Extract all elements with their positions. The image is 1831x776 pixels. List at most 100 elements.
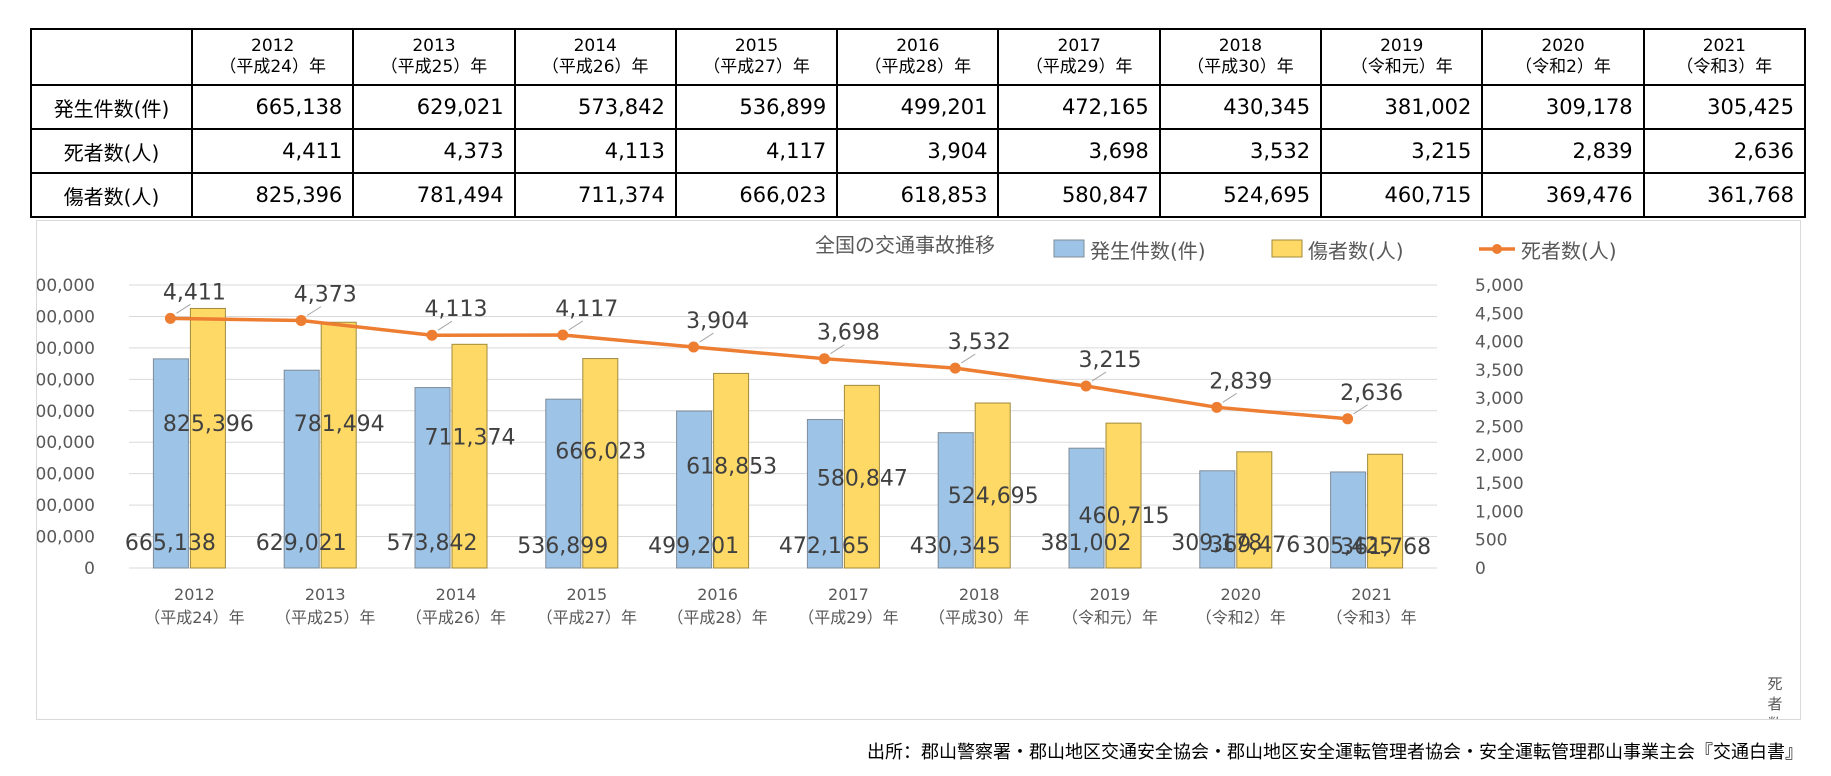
table-header-row: 2012 （平成24）年 2013 （平成25）年 2014 （平成26）年 2015 （平成…: [30, 28, 1806, 86]
legend-swatch-injuries: [1271, 239, 1303, 258]
line-point-deaths: [557, 329, 569, 341]
right-axis-tick-label: 2,500: [1475, 418, 1524, 438]
corner-cell: [30, 28, 193, 86]
row-label: 死者数(人): [30, 128, 193, 174]
table-cell: 3,215: [1320, 128, 1484, 174]
bar-occurrences: [545, 398, 582, 569]
era-label: （平成28）年: [864, 57, 972, 77]
table-row: 発生件数(件) 665,138 629,021 573,842 536,899 499,2…: [30, 84, 1806, 130]
source-note: 出所：郡山警察署・郡山地区交通安全協会・郡山地区安全運転管理者協会・安全運転管理…: [867, 742, 1803, 763]
bar-data-label-injuries: 460,715: [1079, 504, 1170, 529]
right-axis-tick-label: 4,500: [1475, 304, 1524, 324]
bar-injuries: [451, 343, 488, 569]
leader-line: [1353, 404, 1368, 415]
year-label: 2020: [1541, 36, 1585, 56]
right-axis-tick-label: 500: [1475, 531, 1507, 551]
x-tick-label-era: （令和2）年: [1196, 608, 1286, 627]
table-cell: 2,636: [1642, 128, 1806, 174]
era-label: （令和元）年: [1350, 57, 1453, 77]
year-label: 2021: [1702, 36, 1746, 56]
table-cell: 460,715: [1320, 172, 1484, 218]
left-axis-tick-label: 700,000: [37, 339, 95, 359]
right-axis-tick-label: 1,500: [1475, 474, 1524, 494]
bar-occurrences: [806, 419, 843, 569]
year-label: 2017: [1057, 36, 1101, 56]
right-axis-label-char: 死: [1767, 675, 1782, 693]
bar-injuries: [974, 402, 1011, 569]
line-point-deaths: [164, 312, 176, 324]
left-axis-tick-label: 0: [84, 559, 95, 579]
leader-line: [437, 320, 453, 331]
bar-occurrences: [1330, 471, 1367, 569]
line-data-label-deaths: 4,117: [555, 297, 618, 322]
table-cell: 3,532: [1158, 128, 1323, 174]
line-point-deaths: [1211, 401, 1223, 413]
left-axis-tick-label: 800,000: [37, 307, 95, 327]
right-axis-tick-label: 2,000: [1475, 446, 1524, 466]
era-label: （平成26）年: [541, 57, 649, 77]
right-axis-label-char: 者: [1767, 695, 1782, 713]
line-point-deaths: [1080, 380, 1092, 392]
year-header-cell: 2018 （平成30）年: [1158, 28, 1323, 86]
year-header-cell: 2021 （令和3）年: [1642, 28, 1806, 86]
table-cell: 381,002: [1320, 84, 1484, 130]
bar-data-label-injuries: 361,768: [1340, 535, 1431, 560]
bar-injuries: [320, 321, 357, 569]
left-axis-tick-label: 300,000: [37, 465, 95, 485]
bar-injuries: [1105, 422, 1142, 569]
x-tick-label-year: 2012: [174, 585, 215, 604]
x-tick-label-year: 2020: [1220, 585, 1261, 604]
year-label: 2018: [1218, 36, 1263, 56]
line-data-label-deaths: 3,532: [948, 330, 1011, 355]
year-header-cell: 2014 （平成26）年: [513, 28, 677, 86]
bar-data-label-occurrences: 305,425: [1302, 534, 1393, 559]
legend-label-occurrences: 発生件数(件): [1090, 239, 1206, 263]
bar-data-label-occurrences: 573,842: [387, 531, 478, 556]
x-tick-label-year: 2021: [1351, 585, 1392, 604]
table-cell: 3,904: [836, 128, 1000, 174]
table-cell: 781,494: [352, 172, 516, 218]
legend-marker-deaths: [1492, 244, 1502, 254]
row-label: 傷者数(人): [30, 172, 193, 218]
right-axis-tick-label: 3,000: [1475, 389, 1524, 409]
table-cell: 499,201: [836, 84, 1000, 130]
right-axis-tick-label: 0: [1475, 559, 1486, 579]
bar-injuries: [1236, 451, 1273, 569]
table-cell: 4,411: [190, 128, 355, 174]
x-tick-label-year: 2019: [1090, 585, 1131, 604]
right-axis-tick-label: 5,000: [1475, 276, 1524, 296]
bar-data-label-occurrences: 472,165: [779, 534, 870, 559]
line-point-deaths: [1342, 413, 1354, 425]
leader-line: [568, 320, 584, 331]
year-header-cell: 2013 （平成25）年: [352, 28, 516, 86]
bar-data-label-occurrences: 665,138: [125, 531, 216, 556]
left-axis-tick-label: 400,000: [37, 433, 95, 453]
line-data-label-deaths: 4,411: [163, 280, 226, 305]
right-axis-tick-label: 3,500: [1475, 361, 1524, 381]
line-data-label-deaths: 3,698: [817, 321, 880, 346]
bar-data-label-occurrences: 309,178: [1171, 531, 1262, 556]
leader-line: [960, 353, 976, 364]
right-axis-label-char: 数: [1767, 715, 1782, 719]
bar-data-label-injuries: 781,494: [294, 412, 385, 437]
line-data-label-deaths: 3,215: [1079, 348, 1142, 373]
leader-line: [1091, 371, 1107, 382]
bar-data-label-occurrences: 499,201: [648, 534, 739, 559]
x-tick-label-year: 2017: [828, 585, 869, 604]
era-label: （令和2）年: [1515, 57, 1611, 77]
leader-line: [830, 344, 845, 355]
year-label: 2014: [573, 36, 617, 56]
legend-label-injuries: 傷者数(人): [1308, 239, 1404, 263]
bar-occurrences: [152, 358, 189, 569]
table-cell: 472,165: [997, 84, 1161, 130]
x-tick-label-era: （平成24）年: [144, 608, 244, 627]
table-cell: 4,113: [513, 128, 677, 174]
right-axis-tick-label: 4,000: [1475, 333, 1524, 353]
table-cell: 4,117: [674, 128, 839, 174]
x-tick-label-era: （平成28）年: [667, 608, 767, 627]
bar-occurrences: [283, 369, 320, 569]
era-label: （平成29）年: [1025, 57, 1133, 77]
leader-line: [1222, 392, 1238, 403]
table-row: 死者数(人) 4,411 4,373 4,113 4,117 3,904 3,698 3,53…: [30, 128, 1806, 174]
table-cell: 580,847: [997, 172, 1161, 218]
